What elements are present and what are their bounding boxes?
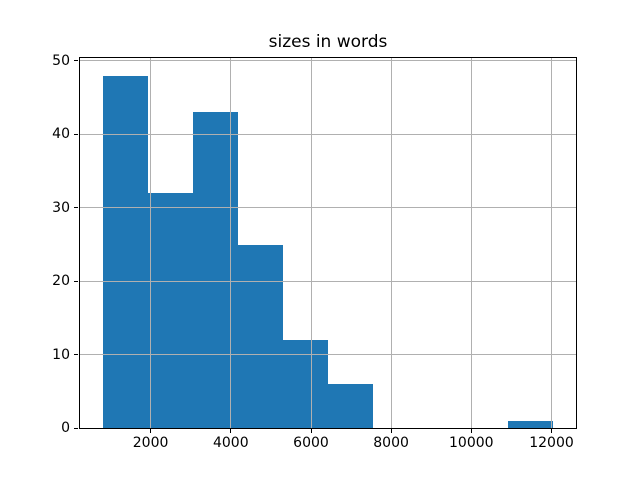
x-tick-label: 6000 (293, 435, 329, 451)
y-tick-label: 20 (52, 273, 70, 290)
y-tick-mark (74, 60, 78, 62)
x-tick-mark (470, 429, 472, 433)
y-tick-label: 50 (52, 52, 70, 69)
histogram-bar (192, 112, 238, 428)
x-gridline (390, 58, 392, 428)
x-gridline (551, 58, 552, 428)
histogram-bar (147, 193, 193, 428)
y-tick-mark (74, 427, 78, 429)
y-gridline (80, 60, 576, 62)
y-tick-label: 0 (61, 420, 70, 436)
y-tick-mark (74, 354, 78, 356)
histogram-bar (328, 384, 374, 428)
x-tick-mark (150, 429, 152, 433)
x-tick-label: 4000 (212, 435, 249, 451)
chart-title: sizes in words (268, 32, 388, 52)
grid-layer (80, 58, 576, 428)
histogram-bar (237, 244, 283, 428)
x-tick-mark (310, 429, 312, 433)
x-tick-mark (390, 429, 392, 433)
y-gridline (80, 133, 576, 135)
x-tick-mark (230, 429, 232, 433)
y-tick-mark (74, 280, 78, 282)
x-tick-label: 10000 (449, 435, 494, 451)
histogram-bar (508, 420, 554, 428)
x-tick-label: 2000 (132, 435, 169, 451)
y-tick-mark (74, 207, 78, 209)
x-tick-mark (551, 429, 552, 433)
y-gridline (80, 280, 576, 282)
x-gridline (230, 58, 232, 428)
y-gridline (80, 207, 576, 209)
x-tick-label: 12000 (529, 435, 574, 451)
y-gridline (80, 354, 576, 356)
y-tick-label: 10 (52, 346, 70, 363)
x-gridline (470, 58, 472, 428)
plot-area (79, 57, 577, 429)
x-tick-label: 8000 (373, 435, 409, 451)
y-tick-label: 40 (52, 126, 70, 143)
y-tick-mark (74, 133, 78, 135)
x-gridline (150, 58, 152, 428)
x-gridline (310, 58, 312, 428)
y-tick-label: 30 (52, 199, 70, 216)
